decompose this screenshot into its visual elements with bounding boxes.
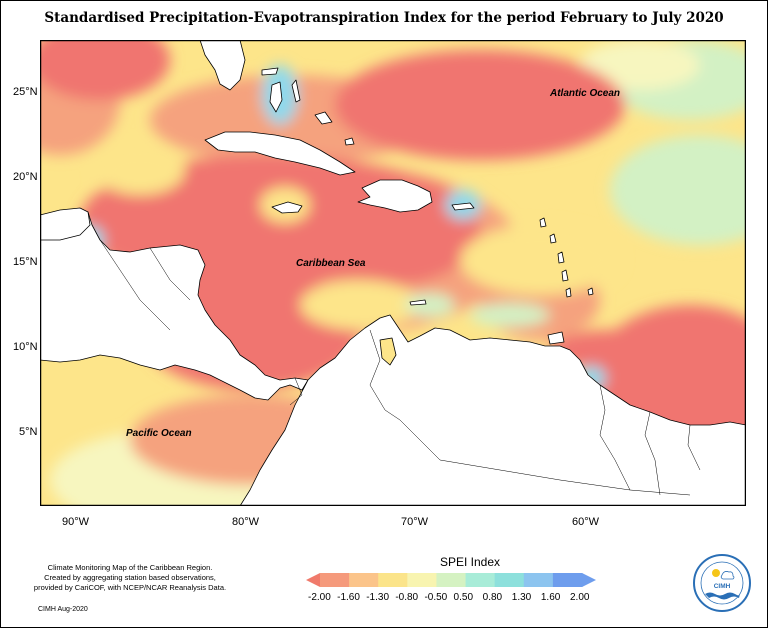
spei-legend-bar [306, 573, 596, 587]
legend-label: -0.80 [395, 592, 419, 603]
dry-area-north-atlantic [335, 50, 625, 160]
legend-label: -1.60 [337, 592, 360, 603]
logo-text: CIMH [714, 583, 731, 590]
border-brazil [439, 459, 691, 496]
lat-label-20n: 20°N [13, 171, 38, 183]
lat-label-10n: 10°N [13, 341, 38, 353]
credit-text: CIMH Aug-2020 [38, 606, 88, 613]
legend-label: 2.00 [570, 592, 590, 603]
legend-swatch [407, 573, 437, 587]
lon-label-90w: 90°W [62, 516, 90, 528]
cimh-logo: CIMH [693, 554, 751, 612]
land-turks [344, 137, 355, 146]
legend-swatch [378, 573, 408, 587]
label-caribbean-sea: Caribbean Sea [296, 258, 366, 269]
land-lesser-antilles-2 [549, 233, 557, 244]
lat-label-5n: 5°N [19, 426, 38, 438]
map-border [40, 40, 746, 506]
label-pacific-ocean: Pacific Ocean [126, 428, 192, 439]
land-abc-islands [409, 299, 427, 306]
land-grand-bahama [261, 67, 279, 76]
legend-label: 1.30 [511, 592, 532, 603]
dry-area-gulf [40, 40, 170, 100]
normal-area-northeast [580, 40, 700, 90]
label-atlantic-ocean: Atlantic Ocean [549, 88, 620, 99]
lat-label-15n: 15°N [13, 256, 38, 268]
legend-label: -2.00 [308, 592, 331, 603]
lon-label-70w: 70°W [401, 516, 429, 528]
lon-label-80w: 80°W [232, 516, 260, 528]
land-yucatan [40, 207, 91, 241]
legend-swatch [349, 573, 379, 587]
border-panama [289, 377, 303, 406]
land-lesser-antilles-4 [561, 269, 569, 282]
land-puerto-rico [451, 202, 475, 211]
dry-area-hispaniola [300, 175, 480, 285]
legend-arrow-left [306, 573, 320, 587]
legend-swatch [320, 573, 350, 587]
spei-map: Atlantic Ocean Caribbean Sea Pacific Oce… [40, 40, 746, 506]
legend-label: 0.80 [482, 592, 503, 603]
land-lesser-antilles-3 [557, 251, 565, 264]
slightlydry-area-south-caribbean [300, 280, 420, 330]
land-central-america [40, 211, 309, 401]
legend-swatch [494, 573, 525, 587]
legend-arrow-right [582, 573, 596, 587]
wet-spot-venezuela-coast [470, 303, 550, 327]
land-barbados [587, 287, 594, 296]
lat-label-25n: 25°N [13, 86, 38, 98]
land-lesser-antilles-5 [565, 287, 572, 298]
land-cuba [204, 131, 356, 176]
wet-spot-abc-islands [405, 293, 455, 317]
slightlydry-area-caribbean-east [460, 225, 620, 295]
map-title: Standardised Precipitation-Evapotranspir… [44, 10, 724, 26]
land-maracaibo-lake [379, 337, 397, 366]
legend-label: -1.30 [366, 592, 390, 603]
border-central-1 [99, 239, 171, 331]
country-borders [99, 239, 701, 496]
land-florida [199, 40, 246, 91]
land-trinidad [547, 331, 565, 345]
border-suriname [644, 411, 661, 496]
land-andros [269, 81, 283, 113]
wet-area-east-atlantic [610, 135, 746, 245]
footnote: Climate Monitoring Map of the Caribbean … [30, 563, 230, 593]
legend-swatch [465, 573, 496, 587]
land-eleuthera [291, 79, 301, 103]
land-lesser-antilles-1 [539, 217, 547, 228]
footnote-line-1: Climate Monitoring Map of the Caribbean … [47, 563, 213, 572]
wave-icon [705, 592, 740, 600]
land-south-america [239, 314, 746, 506]
land-bahamas-east [314, 111, 333, 125]
footnote-line-2: Created by aggregating station based obs… [44, 573, 216, 582]
border-french-guiana [687, 424, 701, 471]
land-masses [40, 40, 746, 506]
lon-label-60w: 60°W [572, 516, 600, 528]
slightlydry-area-yucatan [95, 145, 185, 195]
legend-swatch [436, 573, 467, 587]
border-central-2 [149, 247, 191, 301]
legend-labels: -2.00 -1.60 -1.30 -0.80 -0.50 0.50 0.80 1.30 1.6… [300, 592, 600, 606]
border-colombia-venezuela [369, 329, 441, 461]
border-guyana [599, 384, 631, 491]
legend-label: 0.50 [453, 592, 474, 603]
sun-icon [712, 569, 720, 577]
legend-label: 1.60 [540, 592, 561, 603]
legend-swatch [552, 573, 583, 587]
legend-label: -0.50 [424, 592, 448, 603]
footnote-line-3: provided by CariCOF, with NCEP/NCAR Rean… [33, 583, 227, 592]
land-jamaica [271, 201, 303, 214]
legend-title: SPEI Index [439, 555, 501, 569]
cloud-icon [720, 571, 735, 580]
legend-swatch [523, 573, 554, 587]
land-hispaniola [357, 179, 433, 213]
